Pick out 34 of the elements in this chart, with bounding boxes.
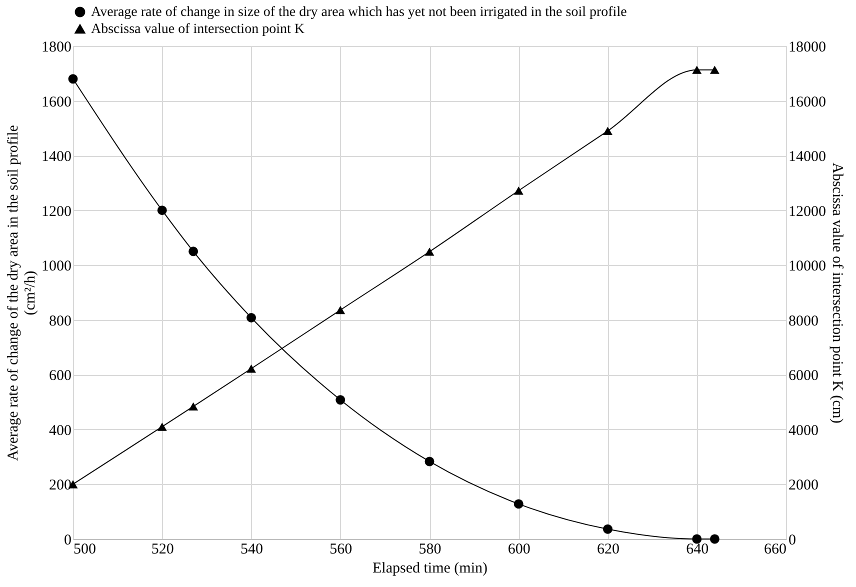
y2-tick-label: 2000 xyxy=(788,478,818,494)
y-tick-label: 1800 xyxy=(42,40,72,56)
legend-label: Average rate of change in size of the dry area which has yet not been irrigated in the soil profile xyxy=(91,5,627,20)
y-tick-label: 1400 xyxy=(42,149,72,166)
y-tick-label: 600 xyxy=(49,368,72,384)
y-tick-label: 200 xyxy=(49,478,72,494)
x-tick-label: 600 xyxy=(508,542,530,558)
y2-tick-label: 16000 xyxy=(788,94,826,110)
y-axis-title: Average rate of change of the dry area in the soil profile (cm²/h) xyxy=(6,124,38,461)
y-tick-label: 800 xyxy=(49,313,72,330)
y2-tick-label: 12000 xyxy=(788,204,826,220)
x-tick-label: 500 xyxy=(74,542,96,558)
y2-tick-label: 14000 xyxy=(788,149,826,166)
x-axis-title: Elapsed time (min) xyxy=(372,560,488,576)
y2-axis-title: Abscissa value of intersection point K (cm) xyxy=(829,162,845,424)
y2-tick-label: 18000 xyxy=(788,40,826,56)
y-tick-label: 1000 xyxy=(42,258,72,275)
x-tick-label: 660 xyxy=(764,542,786,558)
y2-tick-label: 0 xyxy=(788,532,796,548)
y-tick-label: 1600 xyxy=(42,94,72,110)
x-tick-label: 520 xyxy=(151,542,174,558)
x-tick-label: 580 xyxy=(418,542,442,558)
x-tick-label: 640 xyxy=(686,542,709,558)
y2-tick-label: 6000 xyxy=(788,368,818,384)
x-tick-label: 620 xyxy=(597,542,620,558)
y2-tick-label: 10000 xyxy=(788,258,826,275)
y2-tick-label: 8000 xyxy=(788,313,818,330)
y2-tick-label: 4000 xyxy=(788,422,818,439)
legend-label: Abscissa value of intersection point K xyxy=(91,22,304,37)
y-tick-label: 0 xyxy=(64,532,72,548)
x-tick-label: 560 xyxy=(330,542,352,558)
y-tick-label: 1200 xyxy=(42,204,72,220)
y-tick-label: 400 xyxy=(49,422,72,439)
x-tick-label: 540 xyxy=(240,542,263,558)
